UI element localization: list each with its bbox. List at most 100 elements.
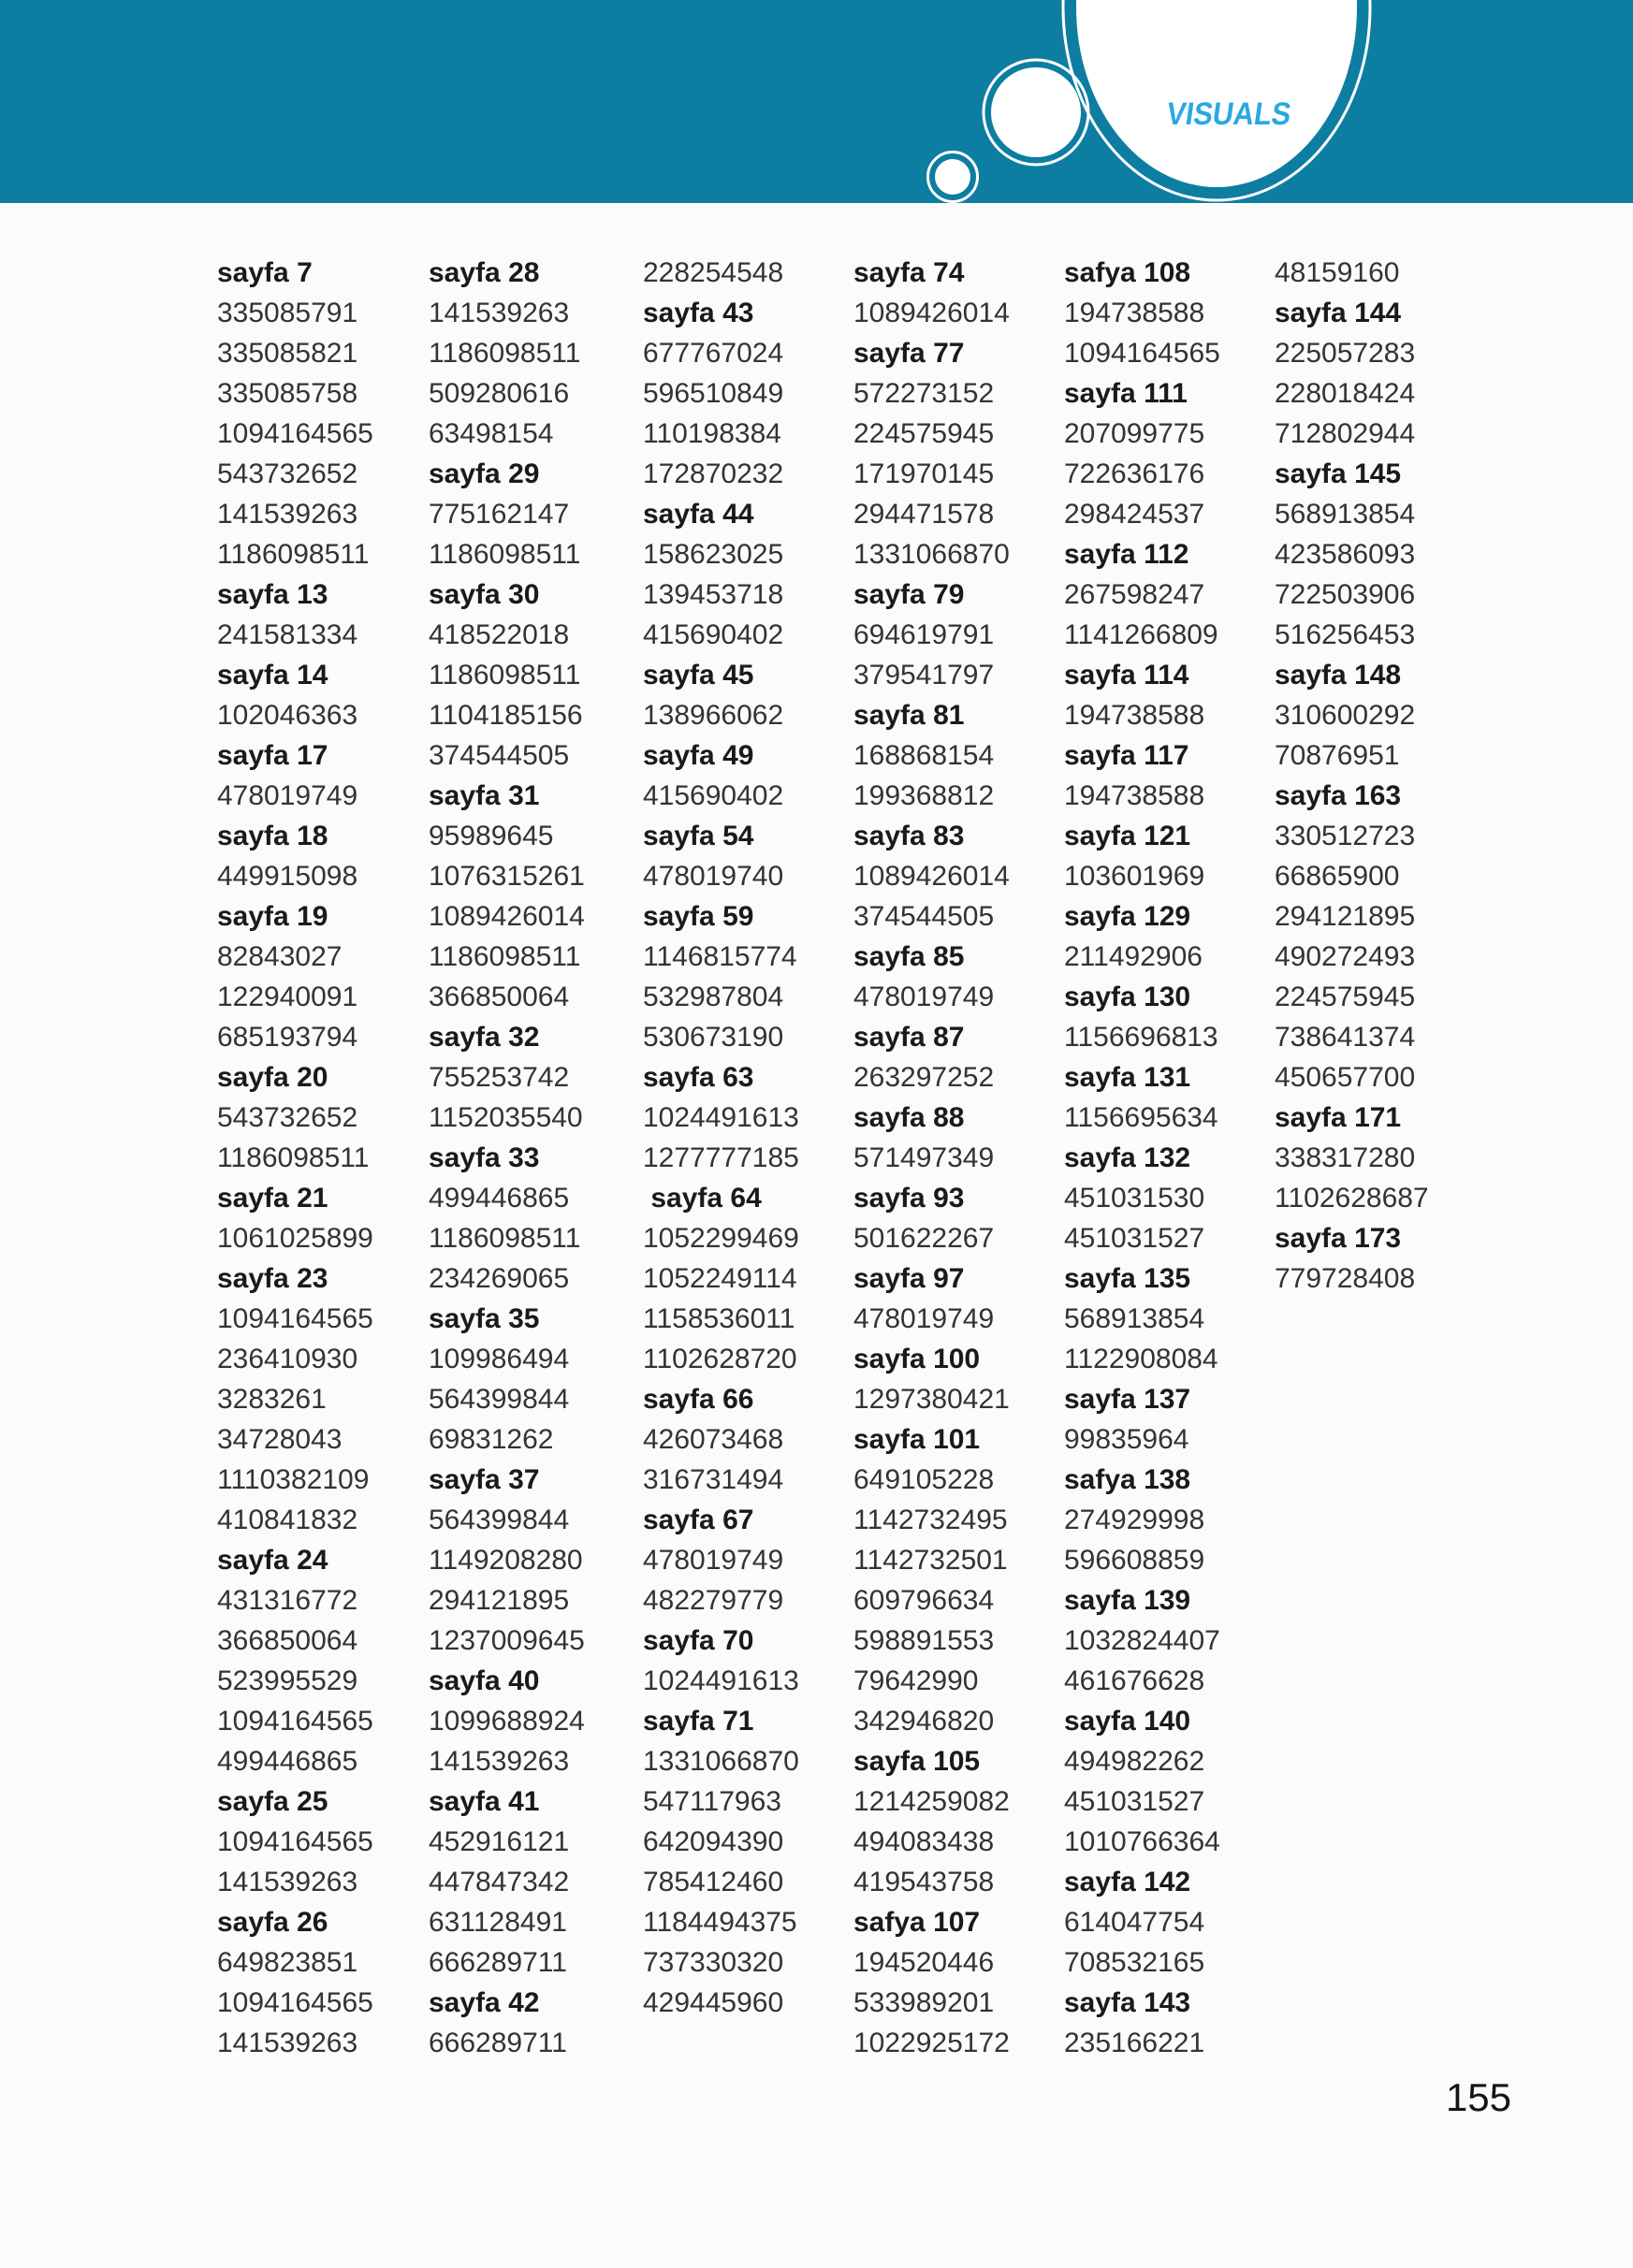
list-item: 712802944 [1275,418,1416,449]
list-item: 335085791 [217,298,358,328]
list-item: 199368812 [853,780,995,811]
list-item: 335085821 [217,338,358,369]
list-item: 1141266809 [1064,619,1218,650]
list-item: sayfa 23 [217,1263,328,1294]
list-item: sayfa 171 [1275,1102,1402,1133]
list-item: 461676628 [1064,1665,1205,1696]
list-item: safya 107 [853,1907,981,1938]
list-item: 194738588 [1064,780,1205,811]
list-item: 449915098 [217,861,358,892]
list-item: sayfa 29 [429,458,540,489]
list-item: 138966062 [643,700,784,731]
index-column: sayfa 7 335085791 335085821 335085758 109416… [217,253,373,2063]
list-item: 1331066870 [853,539,1010,570]
list-item: 1156696813 [1064,1022,1218,1053]
list-item: sayfa 21 [217,1183,328,1214]
list-item: sayfa 54 [643,821,754,851]
list-item: sayfa 42 [429,1987,540,2018]
list-item: 1024491613 [643,1102,799,1133]
list-item: 775162147 [429,499,570,530]
list-item: sayfa 129 [1064,901,1191,932]
list-item: sayfa 93 [853,1183,965,1214]
list-item: 642094390 [643,1826,784,1857]
list-item: 366850064 [429,981,570,1012]
list-item: sayfa 44 [643,499,754,530]
list-item: 666289711 [429,1947,567,1978]
list-item: 102046363 [217,700,358,731]
list-item: 419543758 [853,1867,995,1897]
list-item: 1061025899 [217,1223,373,1254]
list-item: sayfa 100 [853,1344,981,1374]
list-item: sayfa 121 [1064,821,1191,851]
list-item: 543732652 [217,1102,358,1133]
list-item: 1277777185 [643,1142,799,1173]
list-item: 63498154 [429,418,554,449]
list-item: 1186098511 [217,1142,370,1173]
list-item: 547117963 [643,1786,781,1817]
list-item: 649823851 [217,1947,358,1978]
list-item: 564399844 [429,1505,570,1535]
list-item: sayfa 117 [1064,740,1189,771]
list-item: 141539263 [217,2028,358,2058]
list-item: sayfa 25 [217,1786,328,1817]
list-item: 330512723 [1275,821,1416,851]
list-item: 241581334 [217,619,358,650]
list-item: sayfa 145 [1275,458,1402,489]
list-item: 415690402 [643,780,784,811]
list-item: 1186098511 [429,338,581,369]
list-item: 99835964 [1064,1424,1189,1455]
list-item: 1094164565 [217,1303,373,1334]
list-item: 34728043 [217,1424,343,1455]
list-item: 1237009645 [429,1625,585,1656]
list-item: 571497349 [853,1142,995,1173]
list-item: 1142732501 [853,1545,1008,1576]
list-item: sayfa 14 [217,660,328,691]
list-item: 172870232 [643,458,784,489]
list-item: 1110382109 [217,1464,370,1495]
list-item: sayfa 70 [643,1625,754,1656]
list-item: 1184494375 [643,1907,797,1938]
list-item: 109986494 [429,1344,570,1374]
list-item: 722503906 [1275,579,1416,610]
list-item: sayfa 97 [853,1263,965,1294]
list-item: 1186098511 [429,1223,581,1254]
list-item: 70876951 [1275,740,1400,771]
list-item: 171970145 [853,458,995,489]
list-item: 79642990 [853,1665,979,1696]
list-item: 1076315261 [429,861,585,892]
list-item: 564399844 [429,1384,570,1415]
list-item: sayfa 173 [1275,1223,1402,1254]
list-item: sayfa 130 [1064,981,1191,1012]
list-item: 450657700 [1275,1062,1416,1093]
list-item: 1102628687 [1275,1183,1429,1214]
list-item: 110198384 [643,418,781,449]
list-item: 1186098511 [429,539,581,570]
list-item: 530673190 [643,1022,784,1053]
list-item: 338317280 [1275,1142,1416,1173]
list-item: sayfa 30 [429,579,540,610]
list-item: sayfa 79 [853,579,965,610]
list-item: sayfa 132 [1064,1142,1191,1173]
list-item: sayfa 24 [217,1545,328,1576]
list-item: 1297380421 [853,1384,1010,1415]
list-item: sayfa 137 [1064,1384,1191,1415]
list-item: sayfa 105 [853,1746,981,1777]
list-item: 426073468 [643,1424,784,1455]
list-item: sayfa 49 [643,740,754,771]
list-item: 1052299469 [643,1223,799,1254]
list-item: 494982262 [1064,1746,1205,1777]
list-item: 298424537 [1064,499,1205,530]
list-item: 418522018 [429,619,570,650]
list-item: 509280616 [429,378,570,409]
list-item: 69831262 [429,1424,554,1455]
page-number: 155 [1445,2075,1512,2119]
list-item: sayfa 143 [1064,1987,1191,2018]
list-item: sayfa 81 [853,700,965,731]
thought-bubble-icon [926,0,1372,203]
list-item: 211492906 [1064,941,1203,972]
list-item: sayfa 40 [429,1665,540,1696]
list-item: 316731494 [643,1464,784,1495]
list-item: sayfa 67 [643,1505,754,1535]
list-item: 1089426014 [429,901,585,932]
list-item: 415690402 [643,619,784,650]
